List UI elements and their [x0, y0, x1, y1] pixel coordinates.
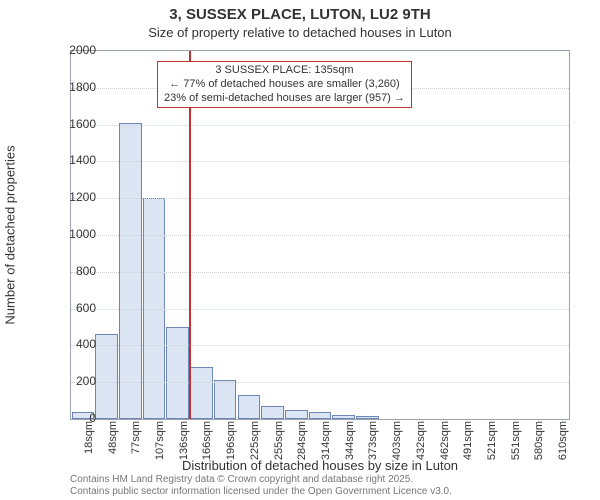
attribution-line2: Contains public sector information licen…	[70, 486, 570, 498]
x-tick: 403sqm	[391, 421, 403, 460]
gridline	[71, 272, 569, 273]
page-subtitle: Size of property relative to detached ho…	[0, 25, 600, 45]
y-tick: 1400	[69, 153, 96, 167]
x-tick: 344sqm	[344, 421, 356, 460]
callout-line1: 3 SUSSEX PLACE: 135sqm	[164, 64, 405, 78]
gridline	[71, 309, 569, 310]
bar	[190, 367, 213, 419]
x-tick: 314sqm	[320, 421, 332, 460]
y-tick: 800	[76, 264, 96, 278]
y-tick: 1200	[69, 190, 96, 204]
x-tick: 255sqm	[273, 421, 285, 460]
callout-box: 3 SUSSEX PLACE: 135sqm← 77% of detached …	[157, 61, 412, 108]
y-tick: 400	[76, 337, 96, 351]
gridline	[71, 161, 569, 162]
y-tick: 200	[76, 374, 96, 388]
page-title: 3, SUSSEX PLACE, LUTON, LU2 9TH	[0, 0, 600, 25]
x-tick: 491sqm	[462, 421, 474, 460]
x-tick: 77sqm	[130, 421, 142, 454]
x-tick: 551sqm	[510, 421, 522, 460]
y-tick: 1000	[69, 227, 96, 241]
bar	[356, 416, 379, 419]
y-tick: 1800	[69, 80, 96, 94]
bar	[166, 327, 189, 419]
x-tick: 136sqm	[178, 421, 190, 460]
bar	[261, 406, 284, 419]
gridline	[71, 345, 569, 346]
gridline	[71, 198, 569, 199]
y-tick: 2000	[69, 43, 96, 57]
gridline	[71, 125, 569, 126]
x-tick: 521sqm	[486, 421, 498, 460]
bar	[309, 412, 332, 419]
x-tick: 166sqm	[201, 421, 213, 460]
y-tick: 600	[76, 301, 96, 315]
bar	[285, 410, 308, 419]
bar	[214, 380, 237, 419]
chart-container: 3, SUSSEX PLACE, LUTON, LU2 9TH Size of …	[0, 0, 600, 500]
y-tick: 0	[89, 411, 96, 425]
callout-line2: ← 77% of detached houses are smaller (3,…	[164, 78, 405, 92]
x-tick: 107sqm	[154, 421, 166, 460]
y-tick: 1600	[69, 117, 96, 131]
plot-area: 18sqm48sqm77sqm107sqm136sqm166sqm196sqm2…	[70, 50, 570, 420]
x-tick: 225sqm	[249, 421, 261, 460]
x-tick: 610sqm	[557, 421, 569, 460]
bar	[95, 334, 118, 419]
x-tick: 580sqm	[533, 421, 545, 460]
callout-line3: 23% of semi-detached houses are larger (…	[164, 92, 405, 106]
y-axis-label: Number of detached properties	[3, 145, 18, 324]
attribution-line1: Contains HM Land Registry data © Crown c…	[70, 474, 570, 486]
x-tick: 18sqm	[83, 421, 95, 454]
x-tick: 196sqm	[225, 421, 237, 460]
x-tick: 48sqm	[107, 421, 119, 454]
x-tick: 462sqm	[439, 421, 451, 460]
x-axis-label: Distribution of detached houses by size …	[70, 458, 570, 473]
bar	[332, 415, 355, 419]
gridline	[71, 235, 569, 236]
x-tick: 432sqm	[415, 421, 427, 460]
x-tick: 284sqm	[296, 421, 308, 460]
x-tick: 373sqm	[367, 421, 379, 460]
bar	[238, 395, 261, 419]
gridline	[71, 382, 569, 383]
attribution: Contains HM Land Registry data © Crown c…	[70, 474, 570, 498]
